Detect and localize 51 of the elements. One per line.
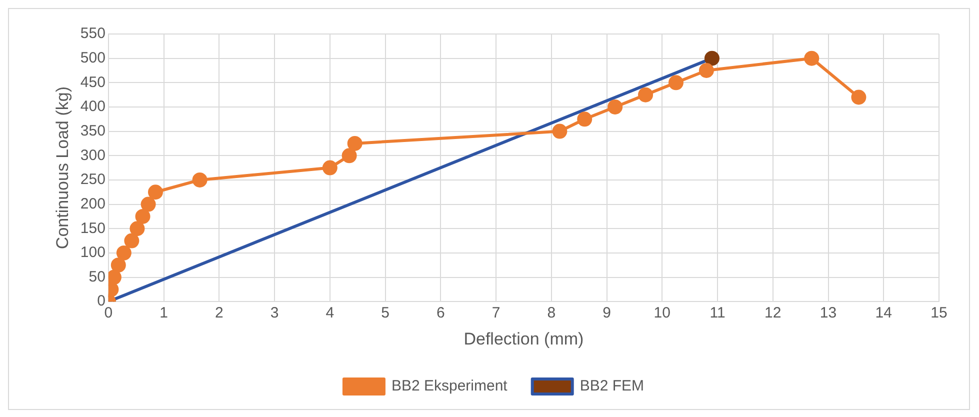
point xyxy=(638,87,654,102)
point xyxy=(608,99,623,114)
point xyxy=(552,124,568,139)
point xyxy=(192,172,208,188)
x-tick-label: 14 xyxy=(875,304,892,322)
point xyxy=(116,245,132,260)
y-tick-label: 100 xyxy=(80,244,106,262)
x-tick-label: 10 xyxy=(654,304,670,322)
point xyxy=(577,112,592,127)
point xyxy=(704,50,720,66)
legend-label: BB2 FEM xyxy=(580,378,644,395)
point xyxy=(140,196,156,212)
y-tick-label: 450 xyxy=(80,74,106,91)
x-tick-label: 15 xyxy=(930,304,948,322)
point xyxy=(130,221,145,236)
x-tick-label: 1 xyxy=(160,304,168,322)
y-tick-label: 200 xyxy=(80,195,106,212)
x-tick-label: 13 xyxy=(820,304,837,322)
point xyxy=(135,208,150,224)
point xyxy=(148,184,163,200)
y-tick-label: 50 xyxy=(88,268,106,286)
x-tick-label: 4 xyxy=(326,304,334,322)
point xyxy=(347,136,362,151)
point xyxy=(668,75,684,90)
y-tick-label: 150 xyxy=(80,220,106,237)
point xyxy=(851,90,866,105)
point xyxy=(342,148,357,164)
point xyxy=(698,62,714,78)
y-tick-label: 400 xyxy=(80,98,106,116)
y-tick-label: 350 xyxy=(80,122,106,140)
point xyxy=(804,50,820,66)
x-tick-label: 7 xyxy=(492,304,500,322)
legend-label: BB2 Eksperiment xyxy=(391,378,508,395)
x-axis-title: Deflection (mm) xyxy=(464,329,584,348)
x-tick-label: 8 xyxy=(547,304,556,322)
y-tick-label: 0 xyxy=(97,292,106,310)
y-tick-label: 250 xyxy=(80,171,106,188)
x-tick-label: 3 xyxy=(270,304,279,322)
point xyxy=(110,258,126,273)
x-tick-label: 6 xyxy=(436,304,445,322)
point xyxy=(322,160,338,176)
y-axis-title: Continuous Load (kg) xyxy=(52,86,72,250)
x-tick-label: 5 xyxy=(381,304,390,322)
y-tick-label: 550 xyxy=(80,25,106,42)
x-tick-label: 11 xyxy=(710,304,726,322)
y-tick-label: 300 xyxy=(80,146,106,164)
x-tick-label: 9 xyxy=(602,304,611,322)
y-tick-label: 500 xyxy=(80,49,106,66)
x-tick-label: 2 xyxy=(215,304,224,322)
x-tick-label: 12 xyxy=(764,304,782,322)
point xyxy=(124,233,140,248)
